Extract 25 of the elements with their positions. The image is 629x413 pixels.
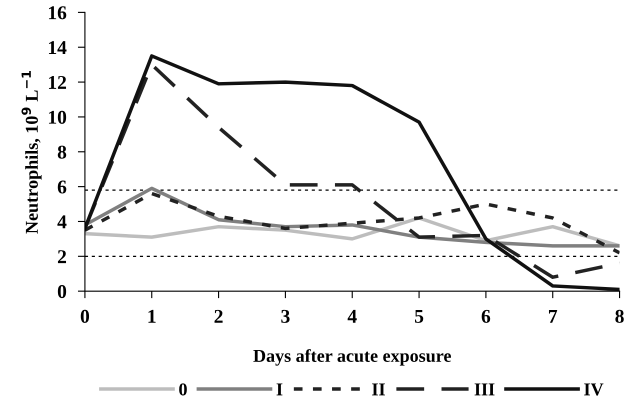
y-tick-label: 10 xyxy=(48,110,66,124)
y-tick-label: 2 xyxy=(58,250,66,264)
legend-label: IV xyxy=(584,384,604,396)
y-tick-label: 14 xyxy=(48,41,66,54)
x-tick-label: 5 xyxy=(414,310,424,323)
x-tick-label: 7 xyxy=(548,310,558,323)
y-tick-label: 6 xyxy=(58,180,66,194)
x-tick-label: 1 xyxy=(148,310,156,323)
y-axis-title: Neutrophils, 10$^{9}$ L$^{−1}$ xyxy=(21,70,42,234)
x-axis-title: Days after acute exposure xyxy=(253,349,451,366)
x-tick-label: 4 xyxy=(348,310,357,323)
y-tick-label: 12 xyxy=(48,76,66,89)
y-tick-label: 0 xyxy=(58,284,66,298)
y-tick-label: 8 xyxy=(58,146,66,159)
legend-label: I xyxy=(276,384,282,396)
x-tick-label: 8 xyxy=(615,310,624,323)
legend-label: III xyxy=(474,384,494,396)
y-tick-label: 4 xyxy=(57,215,66,228)
x-tick-label: 3 xyxy=(281,310,290,323)
x-tick-label: 2 xyxy=(214,310,223,323)
legend-label: II xyxy=(372,384,385,396)
y-tick-label: 16 xyxy=(48,6,66,20)
x-tick-label: 0 xyxy=(80,310,90,323)
legend-label: 0 xyxy=(179,383,187,396)
x-tick-label: 6 xyxy=(482,310,490,323)
